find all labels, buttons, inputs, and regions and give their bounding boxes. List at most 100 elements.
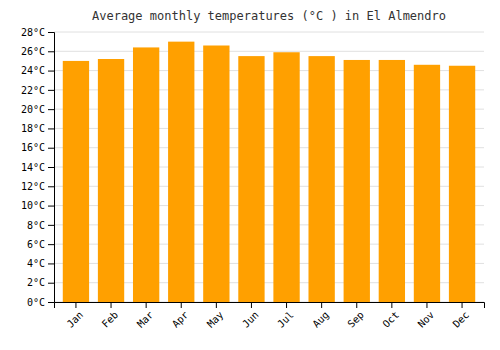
bar (273, 52, 299, 302)
y-tick-label: 28°C (21, 27, 45, 38)
x-tick-label: Jun (240, 309, 261, 330)
y-tick-mark (48, 167, 54, 168)
x-tick-label: Oct (380, 309, 401, 330)
x-tick-mark (181, 302, 182, 308)
bar (238, 56, 264, 302)
y-tick: 8°C (27, 220, 54, 231)
y-tick: 28°C (21, 27, 54, 38)
y-tick: 14°C (21, 162, 54, 173)
y-tick-label: 0°C (27, 297, 45, 308)
x-tick-mark (321, 302, 322, 308)
y-tick-label: 26°C (21, 46, 45, 57)
chart: 0°C 2°C 4°C 6°C 8°C 10°C 12°C 14°C 16°C 18°C 20°C 2… (0, 0, 500, 350)
bar (98, 59, 124, 302)
x-tick-mark (75, 302, 76, 308)
x-tick-mark (426, 302, 427, 308)
x-tick-mark (286, 302, 287, 308)
y-tick-mark (48, 90, 54, 91)
y-tick-mark (48, 186, 54, 187)
x-tick-label: Nov (416, 309, 437, 330)
y-tick-label: 12°C (21, 181, 45, 192)
y-tick-mark (48, 283, 54, 284)
y-tick-label: 24°C (21, 65, 45, 76)
y-tick: 0°C (27, 297, 54, 308)
x-tick: Jul (275, 302, 296, 330)
y-tick-label: 10°C (21, 200, 45, 211)
y-tick-label: 22°C (21, 85, 45, 96)
y-tick-mark (48, 128, 54, 129)
y-tick-label: 16°C (21, 142, 45, 153)
bar (379, 60, 405, 302)
x-tick: Jun (240, 302, 261, 330)
bar (168, 42, 194, 302)
bar (308, 56, 334, 302)
x-tick: Feb (100, 302, 121, 330)
y-tick: 26°C (21, 46, 54, 57)
y-tick-mark (48, 225, 54, 226)
y-tick: 16°C (21, 142, 54, 153)
x-tick-label: Apr (170, 309, 191, 330)
x-tick-mark (462, 302, 463, 308)
x-axis: Jan Feb Mar Apr May Jun Jul Aug Sep Oct Nov Dec (55, 302, 485, 330)
y-tick-mark (48, 32, 54, 33)
bars (63, 42, 475, 302)
y-tick-mark (48, 206, 54, 207)
y-tick: 18°C (21, 123, 54, 134)
x-tick-label: Mar (135, 309, 156, 330)
y-axis-line (48, 33, 55, 303)
x-tick-label: Aug (310, 309, 331, 330)
x-tick-label: Dec (451, 309, 472, 330)
x-tick: Apr (170, 302, 191, 330)
y-tick-mark (48, 109, 54, 110)
x-tick-mark (146, 302, 147, 308)
x-tick-label: May (205, 309, 226, 330)
y-tick-mark (48, 302, 54, 303)
y-tick-mark (48, 51, 54, 52)
y-tick-label: 14°C (21, 162, 45, 173)
x-tick: Jan (65, 302, 86, 330)
x-tick: Sep (345, 302, 366, 330)
y-tick: 10°C (21, 200, 54, 211)
grid-line (54, 32, 484, 33)
x-tick-mark (391, 302, 392, 308)
y-tick-mark (48, 148, 54, 149)
x-tick-mark (216, 302, 217, 308)
bar (344, 60, 370, 302)
bar (63, 61, 89, 302)
y-tick: 20°C (21, 104, 54, 115)
x-tick: Nov (416, 302, 437, 330)
y-tick-mark (48, 71, 54, 72)
y-tick-mark (48, 244, 54, 245)
bar (203, 46, 229, 303)
x-tick-label: Jul (275, 309, 296, 330)
bar (133, 47, 159, 302)
y-tick: 24°C (21, 65, 54, 76)
x-tick: Oct (380, 302, 401, 330)
y-tick-label: 8°C (27, 220, 45, 231)
x-tick-mark (356, 302, 357, 308)
y-tick: 12°C (21, 181, 54, 192)
y-tick: 6°C (27, 239, 54, 250)
y-tick: 2°C (27, 277, 54, 288)
y-axis: 0°C 2°C 4°C 6°C 8°C 10°C 12°C 14°C 16°C 18°C 20°C 2… (21, 27, 55, 308)
y-tick-label: 2°C (27, 277, 45, 288)
x-tick: Aug (310, 302, 331, 330)
y-tick-label: 18°C (21, 123, 45, 134)
y-tick: 4°C (27, 258, 54, 269)
x-axis-line (55, 303, 485, 309)
x-tick: May (205, 302, 226, 330)
y-tick-label: 4°C (27, 258, 45, 269)
y-tick: 22°C (21, 85, 54, 96)
plot: 0°C 2°C 4°C 6°C 8°C 10°C 12°C 14°C 16°C 18°C 20°C 2… (21, 27, 485, 330)
bar (414, 65, 440, 302)
x-tick-label: Sep (345, 309, 366, 330)
x-tick-label: Jan (65, 309, 86, 330)
title: Average monthly temperatures (°C ) in El… (92, 9, 446, 23)
x-tick: Dec (451, 302, 472, 330)
x-tick-label: Feb (100, 309, 121, 330)
x-tick-mark (251, 302, 252, 308)
x-tick: Mar (135, 302, 156, 330)
x-tick-mark (111, 302, 112, 308)
y-tick-label: 6°C (27, 239, 45, 250)
y-tick-mark (48, 263, 54, 264)
